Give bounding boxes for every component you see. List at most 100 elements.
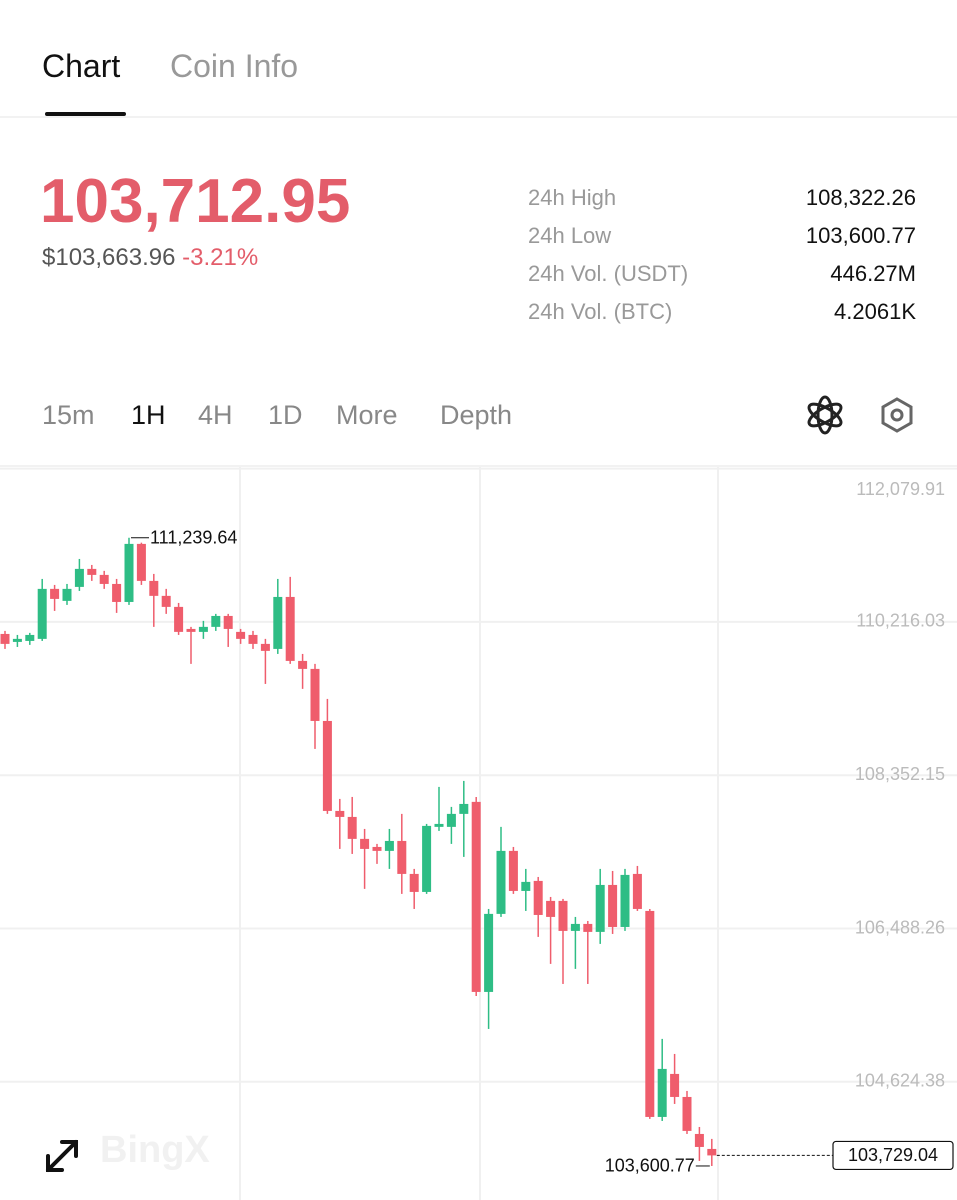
usd-value: $103,663.96 — [42, 244, 176, 271]
candle-body — [608, 884, 618, 927]
interval[interactable]: 15m — [42, 400, 95, 430]
stats-values: 108,322.26 103,600.77 446.27M 4.2061K — [806, 179, 916, 331]
y-tick-label: 112,079.91 — [856, 479, 945, 499]
low-label: 103,600.77 — [605, 1156, 695, 1176]
candle-body — [508, 850, 518, 891]
candle-body — [149, 580, 159, 596]
high-label: 111,239.64 — [150, 528, 237, 548]
candle-body — [484, 913, 494, 992]
candle-body — [459, 803, 469, 814]
watermark: BingX — [100, 1129, 210, 1171]
stat-label: 24h Low — [528, 223, 612, 248]
candle-body — [37, 588, 47, 639]
hexagon — [881, 397, 913, 433]
interval[interactable]: 1D — [268, 400, 303, 430]
tab-chart[interactable]: Chart — [42, 48, 121, 84]
candle-body — [112, 583, 122, 602]
candle-body — [372, 846, 382, 851]
candle-body — [298, 660, 308, 669]
candle-body — [273, 596, 283, 649]
candle-body — [694, 1133, 704, 1147]
candle-body — [384, 840, 394, 851]
candle-body — [236, 631, 246, 639]
y-tick-label: 110,216.03 — [856, 611, 945, 631]
candle-body — [99, 574, 109, 584]
stats-labels: 24h High 24h Low 24h Vol. (USDT) 24h Vol… — [528, 179, 688, 331]
candle-body — [546, 900, 556, 917]
last-price: 103,712.95 — [40, 167, 351, 236]
candle-body — [198, 626, 208, 632]
last-price-label: 103,729.04 — [848, 1145, 938, 1165]
candle-body — [335, 810, 345, 817]
y-tick-label: 108,352.15 — [855, 764, 945, 784]
candle-body — [570, 923, 580, 931]
interval[interactable]: 1H — [131, 400, 166, 430]
candle-body — [583, 923, 593, 932]
candle-body — [248, 634, 258, 644]
candle-body — [707, 1148, 717, 1156]
candle-body — [521, 881, 531, 891]
stat-label: 24h Vol. (BTC) — [528, 299, 673, 324]
candle-body — [174, 606, 184, 632]
tab-underline — [45, 112, 126, 116]
stat-label: 24h High — [528, 185, 617, 210]
stat-label: 24h Vol. (USDT) — [528, 261, 689, 286]
candle-body — [285, 596, 295, 661]
candle-body — [446, 813, 456, 827]
candle-body — [12, 638, 22, 642]
expand-icon[interactable] — [46, 1140, 78, 1172]
candle-body — [496, 850, 506, 914]
candle-body — [682, 1096, 692, 1131]
candle-body — [87, 568, 97, 575]
candle-body — [260, 643, 270, 651]
candle-body — [397, 840, 407, 874]
indicator-icon[interactable] — [804, 394, 846, 436]
price-usd: $103,663.96 -3.21% — [42, 244, 258, 272]
atom — [807, 395, 843, 435]
candle-body — [136, 543, 146, 581]
dot — [890, 408, 904, 422]
candle-body — [74, 568, 84, 587]
candle-body — [0, 633, 10, 644]
stat-value: 108,322.26 — [805, 185, 916, 210]
y-tick-label: 106,488.26 — [855, 917, 945, 937]
divider — [0, 116, 957, 118]
change: -3.21% — [182, 244, 259, 271]
candle-body — [347, 816, 357, 839]
candle-body — [310, 668, 320, 721]
interval[interactable]: Depth — [440, 400, 513, 430]
candle-body — [124, 543, 134, 602]
candle-body — [50, 588, 60, 599]
stat-value: 103,600.77 — [805, 223, 916, 248]
interval[interactable]: More — [336, 400, 398, 430]
last-price-box — [832, 1140, 954, 1171]
candle-body — [409, 873, 419, 892]
candle-body — [422, 825, 432, 892]
stat-value: 4.2061K — [834, 299, 916, 324]
stat-value: 446.27M — [830, 261, 916, 286]
candle-body — [186, 628, 196, 632]
candle-body — [558, 900, 568, 931]
divider — [0, 465, 957, 467]
candle-body — [657, 1068, 667, 1117]
candle-body — [620, 874, 630, 927]
candle-body — [223, 615, 233, 629]
y-tick-label: 104,624.38 — [855, 1071, 945, 1091]
settings-icon[interactable] — [878, 396, 916, 434]
candle-body — [595, 884, 605, 932]
candle-body — [434, 823, 444, 827]
candle-body — [471, 801, 481, 992]
tab-coin-info[interactable]: Coin Info — [170, 48, 299, 84]
candle-body — [211, 615, 221, 627]
candle-body — [161, 595, 171, 607]
candle-body — [632, 873, 642, 909]
interval[interactable]: 4H — [198, 400, 233, 430]
candle-body — [62, 588, 72, 601]
candle-body — [533, 880, 543, 915]
candle-body — [322, 720, 332, 811]
candle-body — [645, 910, 655, 1117]
candle-body — [25, 634, 35, 641]
candle-body — [360, 838, 370, 849]
